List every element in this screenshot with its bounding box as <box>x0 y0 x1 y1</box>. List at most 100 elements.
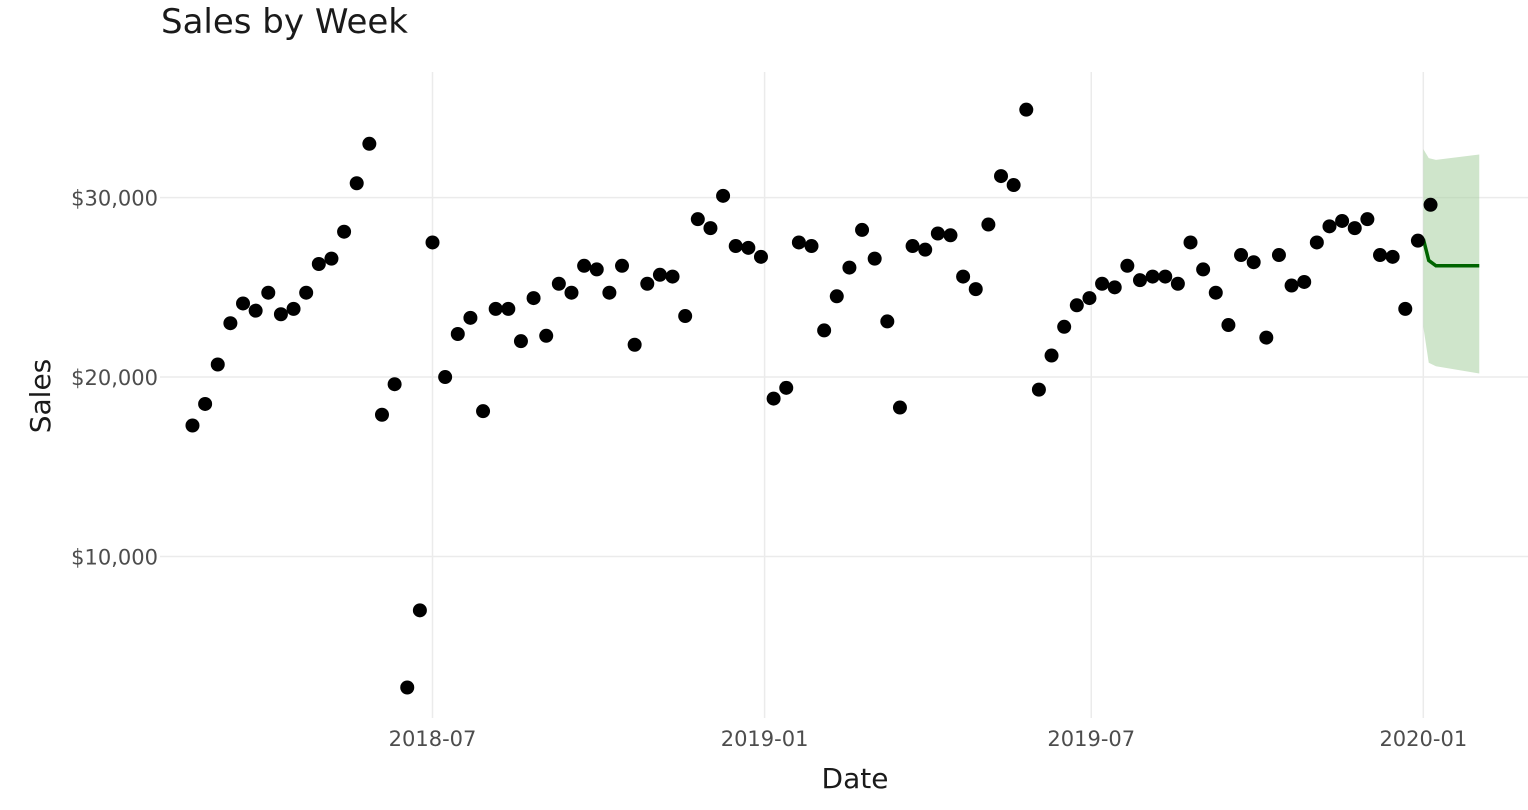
data-point <box>1259 330 1274 345</box>
x-tick-label: 2019-07 <box>1047 727 1135 751</box>
y-tick-label: $20,000 <box>71 366 158 390</box>
data-point <box>324 251 339 266</box>
data-point <box>438 370 453 385</box>
data-point <box>1271 248 1286 263</box>
data-point <box>1373 248 1388 263</box>
data-point <box>602 285 617 300</box>
data-point <box>299 285 314 300</box>
data-point <box>690 212 705 227</box>
data-point <box>1183 235 1198 250</box>
y-axis-ticks: $10,000 $20,000 $30,000 <box>71 187 158 570</box>
data-point <box>1246 255 1261 270</box>
data-point <box>1069 298 1084 313</box>
data-point <box>526 291 541 306</box>
x-axis-ticks: 2018-07 2019-01 2019-07 2020-01 <box>389 727 1468 751</box>
data-point <box>1031 382 1046 397</box>
data-point <box>1082 291 1097 306</box>
data-point <box>1410 233 1425 248</box>
data-point <box>1284 278 1299 293</box>
data-point <box>779 380 794 395</box>
data-point <box>1208 285 1223 300</box>
data-point <box>1309 235 1324 250</box>
y-tick-label: $30,000 <box>71 187 158 211</box>
data-point <box>1423 197 1438 212</box>
data-point <box>1385 249 1400 264</box>
data-point <box>501 301 516 316</box>
forecast-line <box>1421 238 1480 268</box>
data-point <box>1107 280 1122 295</box>
data-point <box>842 260 857 275</box>
data-point <box>577 258 592 273</box>
data-point <box>665 269 680 284</box>
data-point <box>337 224 352 239</box>
data-point <box>450 326 465 341</box>
data-point <box>513 334 528 349</box>
data-point <box>817 323 832 338</box>
data-point <box>1360 212 1375 227</box>
data-point <box>273 307 288 322</box>
data-point <box>867 251 882 266</box>
data-point <box>1132 273 1147 288</box>
data-point <box>463 310 478 325</box>
data-point <box>1221 318 1236 333</box>
x-tick-label: 2019-01 <box>721 727 809 751</box>
data-point <box>564 285 579 300</box>
data-point <box>880 314 895 329</box>
data-points <box>185 102 1438 695</box>
data-point <box>855 222 870 237</box>
data-point <box>753 249 768 264</box>
data-point <box>640 276 655 291</box>
data-point <box>930 226 945 241</box>
data-point <box>1044 348 1059 363</box>
data-point <box>236 296 251 311</box>
data-point <box>1398 301 1413 316</box>
data-point <box>968 282 983 297</box>
data-point <box>198 396 213 411</box>
data-point <box>1196 262 1211 277</box>
data-point <box>741 240 756 255</box>
data-point <box>716 188 731 203</box>
data-point <box>943 228 958 243</box>
data-point <box>286 301 301 316</box>
y-tick-label: $10,000 <box>71 546 158 570</box>
data-point <box>387 377 402 392</box>
data-point <box>1170 276 1185 291</box>
data-point <box>1095 276 1110 291</box>
data-point <box>1234 248 1249 263</box>
data-point <box>994 169 1009 184</box>
data-point <box>627 337 642 352</box>
data-point <box>728 239 743 254</box>
data-point <box>678 309 693 324</box>
x-tick-label: 2018-07 <box>389 727 477 751</box>
data-point <box>956 269 971 284</box>
data-point <box>261 285 276 300</box>
data-point <box>1145 269 1160 284</box>
data-point <box>1297 274 1312 289</box>
data-point <box>804 239 819 254</box>
chart-title: Sales by Week <box>161 2 408 42</box>
data-point <box>412 603 427 618</box>
data-point <box>1347 221 1362 236</box>
data-point <box>652 267 667 282</box>
data-point <box>223 316 238 331</box>
data-point <box>703 221 718 236</box>
data-point <box>1335 213 1350 228</box>
data-point <box>905 239 920 254</box>
data-point <box>311 257 326 272</box>
data-point <box>210 357 225 372</box>
data-point <box>425 235 440 250</box>
data-point <box>539 328 554 343</box>
data-point <box>1019 102 1034 117</box>
data-point <box>615 258 630 273</box>
grid-lines <box>160 72 1528 718</box>
data-point <box>1322 219 1337 234</box>
data-point <box>488 301 503 316</box>
data-point <box>374 407 389 422</box>
data-point <box>791 235 806 250</box>
data-point <box>185 418 200 433</box>
data-point <box>349 176 364 191</box>
data-point <box>589 262 604 277</box>
data-point <box>981 217 996 232</box>
x-tick-label: 2020-01 <box>1379 727 1467 751</box>
